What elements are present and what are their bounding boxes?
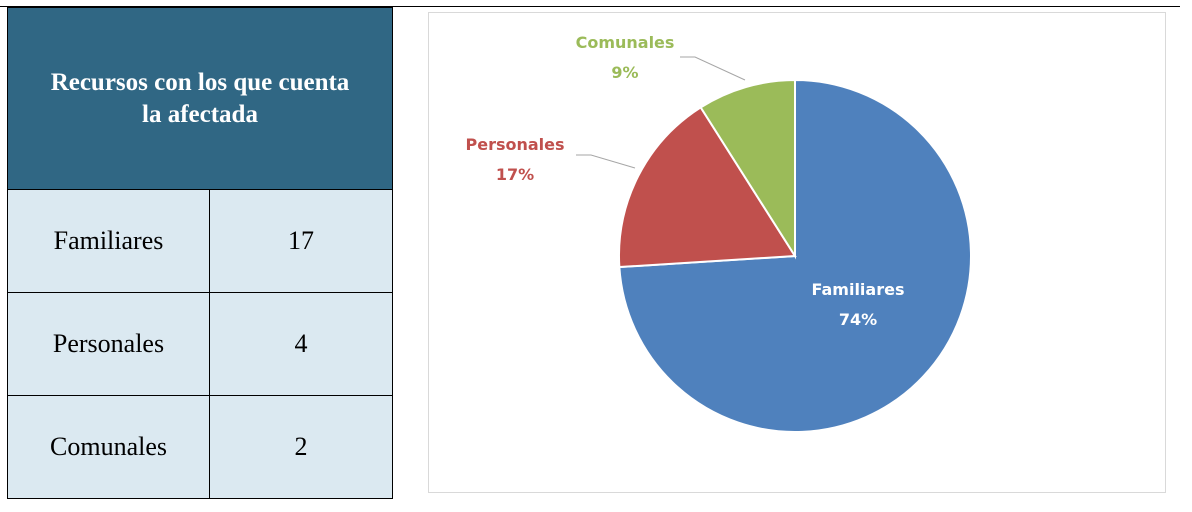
slice-label: Familiares [812, 280, 905, 299]
leader-line [576, 154, 636, 169]
slice-value-label: 17% [496, 165, 534, 184]
cell: 2 [209, 395, 393, 499]
slice-value-label: 9% [611, 63, 638, 82]
slice-value-label: 74% [839, 310, 877, 329]
cell: Personales [7, 292, 210, 396]
rule [0, 6, 1180, 7]
cell: 4 [209, 292, 393, 396]
cell: Familiares [7, 189, 210, 293]
pie-slice [618, 106, 797, 269]
slice-label: Personales [465, 135, 564, 154]
cell: 17 [209, 189, 393, 293]
leader-line [680, 56, 746, 81]
table-header: Recursos con los que cuenta la afectada [7, 7, 393, 190]
chart: Familiares 74% Personales 17% Comunales 9% [428, 12, 1166, 493]
cell: Comunales [7, 395, 210, 499]
table: Recursos con los que cuenta la afectada … [7, 7, 393, 499]
slice-label: Comunales [576, 33, 675, 52]
table-title: Recursos con los que cuenta la afectada [50, 68, 350, 128]
pie-slice [699, 78, 796, 260]
